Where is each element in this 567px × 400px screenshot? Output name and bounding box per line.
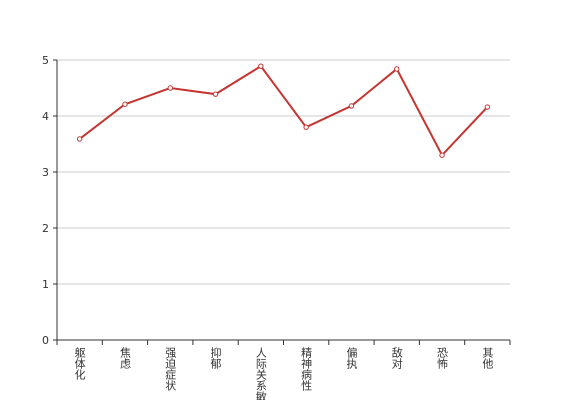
point [122, 101, 128, 107]
point [76, 136, 83, 142]
point [348, 103, 355, 109]
point [303, 124, 309, 130]
point [439, 152, 445, 158]
y-tick-label: 0 [42, 334, 49, 347]
x-tick-label: 敌对 [390, 346, 403, 369]
point [167, 85, 173, 91]
x-tick-label: 人际关系敏感 [254, 347, 267, 400]
x-tick-label: 强迫症状 [164, 347, 177, 391]
y-tick-label: 2 [42, 222, 49, 235]
y-tick-label: 5 [42, 54, 49, 67]
y-tick-label: 3 [42, 166, 49, 179]
point [212, 91, 219, 97]
y-tick-label: 4 [42, 110, 49, 123]
x-tick-label: 躯体化 [73, 347, 86, 381]
x-tick-label: 焦虑 [118, 347, 131, 369]
x-tick-label: 其他 [481, 347, 494, 369]
point [484, 104, 491, 110]
y-tick-label: 1 [42, 278, 49, 291]
point [394, 66, 400, 72]
x-tick-label: 精神病性 [300, 347, 313, 392]
x-tick-label: 恐怖 [436, 347, 449, 369]
x-tick-label: 抑郁 [209, 346, 222, 369]
point [258, 63, 264, 69]
line [79, 64, 489, 157]
x-tick-label: 偏执 [345, 346, 358, 370]
